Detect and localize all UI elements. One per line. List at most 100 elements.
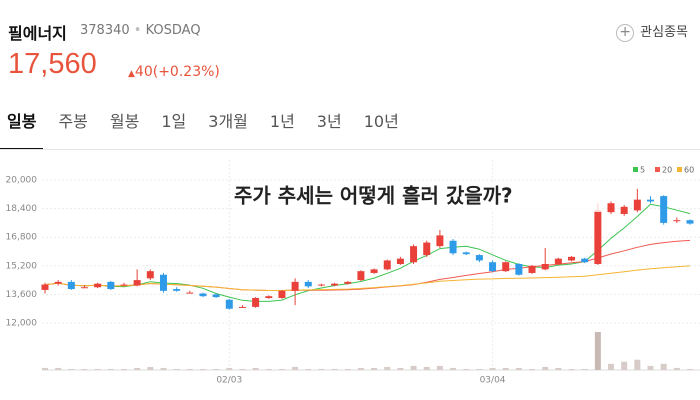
- candle-body: [54, 281, 62, 284]
- volume-bar: [384, 366, 391, 370]
- period-tab[interactable]: 1년: [269, 112, 295, 131]
- chart: 12,000 13,600 15,200 16,800 18,400 20,000 02/0…: [6, 160, 700, 386]
- volume-bar: [436, 365, 443, 370]
- volume-bar: [213, 368, 220, 370]
- candle-body: [686, 220, 694, 224]
- volume-bar: [660, 363, 667, 370]
- volume-bar: [581, 368, 588, 370]
- candle-body: [133, 280, 141, 286]
- legend-label: 5: [640, 166, 645, 175]
- volume-bar: [186, 368, 193, 370]
- y-tick-label: 13,600: [6, 290, 38, 300]
- volume-bar: [673, 367, 680, 370]
- candle-body: [410, 246, 418, 263]
- volume-bar: [68, 368, 75, 370]
- candle-body: [212, 294, 220, 298]
- volume-bar: [107, 368, 114, 370]
- volume-bar: [239, 368, 246, 370]
- candle-body: [423, 242, 431, 256]
- candle-body: [620, 206, 628, 214]
- candle-body: [607, 203, 615, 213]
- volume-bar: [278, 368, 285, 370]
- volume-bar: [542, 366, 549, 370]
- period-tab[interactable]: 3년: [316, 112, 342, 131]
- volume-bar: [55, 367, 62, 370]
- candle-body: [186, 292, 194, 294]
- y-tick-label: 12,000: [6, 319, 38, 329]
- period-tab[interactable]: 월봉: [109, 112, 140, 131]
- volume-bar: [568, 368, 575, 370]
- volume-bar: [410, 365, 417, 370]
- volume-bar: [621, 361, 628, 370]
- candle-body: [660, 196, 668, 223]
- volume-bar: [515, 367, 522, 370]
- candle-body: [107, 281, 115, 290]
- volume-bar: [594, 332, 601, 370]
- volume-bar: [529, 368, 536, 370]
- candle-body: [594, 210, 602, 265]
- volume-bar: [502, 367, 509, 370]
- change-text: 40(+0.23%): [134, 64, 220, 80]
- candle-body: [673, 220, 681, 222]
- candle-body: [528, 265, 536, 273]
- candle-body: [568, 256, 576, 261]
- volume-bar: [687, 368, 693, 370]
- volume-bar: [134, 367, 141, 370]
- candle-body: [146, 271, 154, 279]
- candle-body: [41, 284, 49, 290]
- candle-body: [581, 258, 589, 263]
- volume-bar: [173, 368, 180, 370]
- candle-body: [238, 306, 246, 308]
- stock-name: 필에너지: [8, 24, 67, 43]
- period-tab[interactable]: 1일: [161, 112, 187, 131]
- code: 378340: [80, 23, 130, 38]
- volume-bar: [331, 368, 338, 370]
- volume-bar: [199, 368, 206, 370]
- market: KOSDAQ: [145, 23, 201, 38]
- volume-bar: [292, 366, 299, 370]
- volume-bar: [450, 367, 457, 370]
- volume-bar: [371, 367, 378, 370]
- period-tab[interactable]: 주봉: [58, 112, 88, 131]
- period-tab[interactable]: 3개월: [208, 112, 248, 131]
- legend-label: 20: [662, 166, 672, 175]
- period-tabs: 일봉 주봉 월봉 1일 3개월 1년 3년 10년: [0, 108, 414, 150]
- volume-bar: [81, 368, 88, 370]
- volume-bar: [476, 368, 483, 370]
- candle-body: [436, 235, 444, 247]
- candle-body: [489, 262, 497, 272]
- candle-body: [278, 290, 286, 298]
- candle-body: [462, 252, 470, 255]
- volume-bar: [160, 367, 167, 370]
- price-change: ▲40(+0.23%): [128, 64, 220, 80]
- volume-bar: [344, 368, 351, 370]
- volume-bar: [608, 363, 615, 370]
- candle-body: [541, 264, 549, 270]
- y-tick-label: 18,400: [6, 204, 38, 214]
- candle-body: [304, 281, 312, 287]
- period-tab[interactable]: 10년: [363, 112, 399, 131]
- x-tick-label: 02/03: [216, 376, 242, 386]
- volume-bar: [265, 368, 272, 370]
- candle-body: [383, 260, 391, 270]
- candle-body: [502, 262, 510, 272]
- volume-bar: [397, 367, 404, 370]
- candle-body: [449, 240, 457, 254]
- candle-body: [199, 293, 207, 297]
- x-tick-label: 03/04: [480, 376, 506, 386]
- volume-bar: [555, 367, 562, 370]
- separator: [0, 149, 700, 150]
- candle-body: [317, 284, 325, 286]
- legend-swatch: [633, 167, 638, 172]
- candle-body: [475, 255, 483, 261]
- volume-bar: [42, 367, 48, 370]
- period-tab[interactable]: 일봉: [0, 108, 44, 150]
- watchlist-label[interactable]: 관심종목: [640, 25, 688, 40]
- candle-body: [265, 296, 273, 298]
- candle-body: [120, 284, 128, 286]
- volume-bar: [318, 368, 325, 370]
- y-tick-label: 16,800: [6, 233, 38, 243]
- candle-body: [252, 297, 260, 307]
- watchlist-button[interactable]: + 관심종목: [616, 21, 688, 42]
- volume-bar: [423, 366, 430, 370]
